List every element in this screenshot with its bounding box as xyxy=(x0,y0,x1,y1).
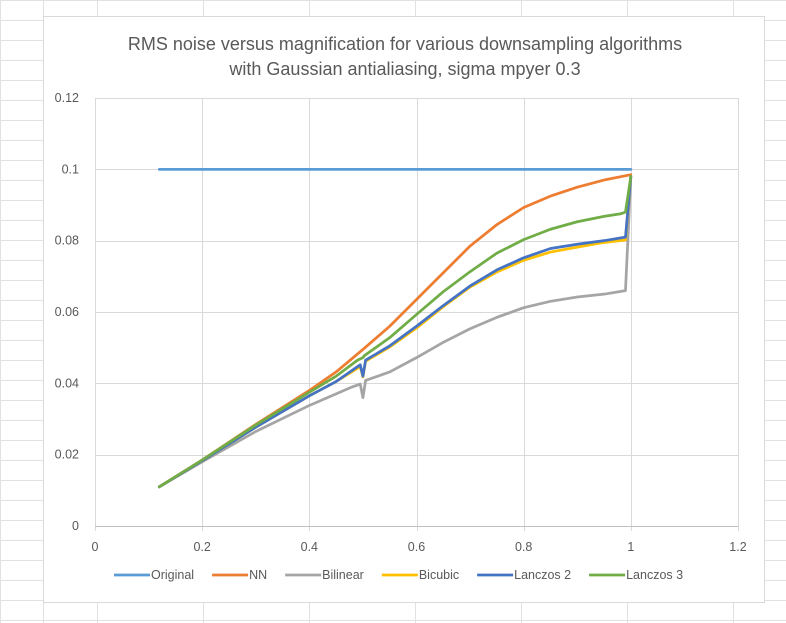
legend-label: NN xyxy=(249,568,267,582)
legend-label: Bicubic xyxy=(419,568,459,582)
y-tick-label: 0.08 xyxy=(55,234,79,248)
legend-label: Lanczos 3 xyxy=(626,568,683,582)
y-tick-label: 0.12 xyxy=(55,91,79,105)
x-tick-label: 0.8 xyxy=(515,540,532,554)
x-tick-label: 0.4 xyxy=(301,540,318,554)
x-tick-label: 0.2 xyxy=(193,540,210,554)
chart-area[interactable]: RMS noise versus magnification for vario… xyxy=(43,16,765,603)
line-chart: RMS noise versus magnification for vario… xyxy=(55,34,747,582)
legend-item-original[interactable]: Original xyxy=(114,568,194,582)
x-tick-label: 0 xyxy=(92,540,99,554)
series-lines xyxy=(157,167,633,489)
y-tick-label: 0.04 xyxy=(55,376,79,390)
legend-label: Bilinear xyxy=(322,568,364,582)
legend-item-bilinear[interactable]: Bilinear xyxy=(285,568,364,582)
axes: 0 0.02 0.04 0.06 0.08 0.1 0.12 0 0.2 0.4 0.6 0.8 1 1.… xyxy=(55,91,747,554)
x-tick-label: 1 xyxy=(627,540,634,554)
chart-title: RMS noise versus magnification for vario… xyxy=(128,34,682,54)
legend-item-nn[interactable]: NN xyxy=(212,568,267,582)
y-tick-label: 0 xyxy=(72,519,79,533)
series-line-nn[interactable] xyxy=(157,173,633,489)
legend-label: Lanczos 2 xyxy=(514,568,571,582)
series-line-lanczos-2[interactable] xyxy=(157,175,633,489)
legend-item-bicubic[interactable]: Bicubic xyxy=(381,568,459,582)
legend-item-lanczos-3[interactable]: Lanczos 3 xyxy=(589,568,683,582)
chart-subtitle: with Gaussian antialiasing, sigma mpyer … xyxy=(228,59,580,79)
series-line-bilinear[interactable] xyxy=(157,175,633,489)
x-tick-label: 1.2 xyxy=(729,540,746,554)
legend-label: Original xyxy=(151,568,194,582)
x-tick-label: 0.6 xyxy=(408,540,425,554)
legend: Original NN Bilinear Bicubic Lanczos 2 Lanczo… xyxy=(114,568,683,582)
y-tick-label: 0.06 xyxy=(55,305,79,319)
y-tick-label: 0.1 xyxy=(62,162,79,176)
legend-item-lanczos-2[interactable]: Lanczos 2 xyxy=(477,568,571,582)
series-line-lanczos-3[interactable] xyxy=(157,175,633,489)
y-tick-label: 0.02 xyxy=(55,448,79,462)
